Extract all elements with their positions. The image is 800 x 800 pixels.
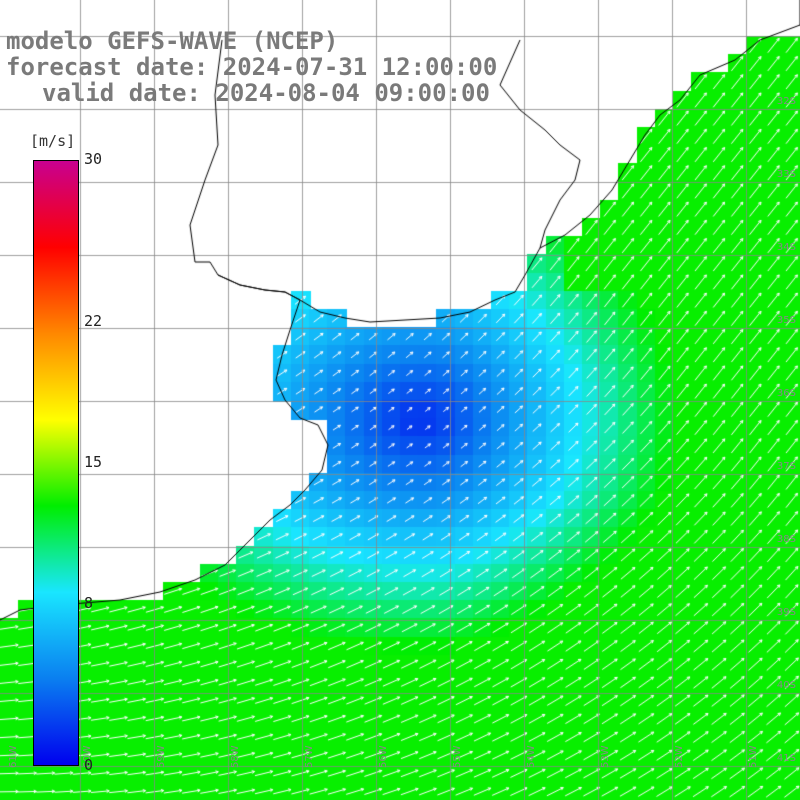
latitude-label: 36S [776,388,796,399]
latitude-label: 35S [776,315,796,326]
latitude-label: 41S [776,753,796,764]
latitude-label: 40S [776,680,796,691]
forecast-date: forecast date: 2024-07-31 12:00:00 [6,53,498,81]
colorbar [33,160,79,766]
colorbar-tick-label: 22 [84,311,103,330]
longitude-label: 54W [526,745,537,768]
valid-date: valid date: 2024-08-04 09:00:00 [42,79,490,107]
longitude-label: 55W [452,745,463,768]
colorbar-tick-label: 15 [84,453,103,471]
map-title: modelo GEFS-WAVE (NCEP) forecast date: 2… [6,28,497,106]
longitude-label: 53W [600,745,611,768]
colorbar-tick-label: 0 [84,756,94,774]
model-title: modelo GEFS-WAVE (NCEP) [6,27,339,55]
colorbar-tick-label: 30 [84,150,103,168]
longitude-label: 57W [304,745,315,768]
longitude-label: 52W [674,745,685,768]
colorbar-tick-label: 8 [84,594,94,613]
latitude-label: 34S [776,242,796,253]
latitude-label: 32S [776,96,796,107]
longitude-label: 56W [378,745,389,768]
longitude-label: 58W [230,745,241,768]
longitude-label: 61W [8,745,19,768]
colorbar-unit-label: [m/s] [30,132,76,150]
latitude-label: 39S [776,607,796,618]
latitude-label: 38S [776,534,796,545]
longitude-label: 59W [156,745,167,768]
latitude-label: 33S [776,169,796,180]
latitude-label: 37S [776,461,796,472]
longitude-label: 51W [748,745,759,768]
